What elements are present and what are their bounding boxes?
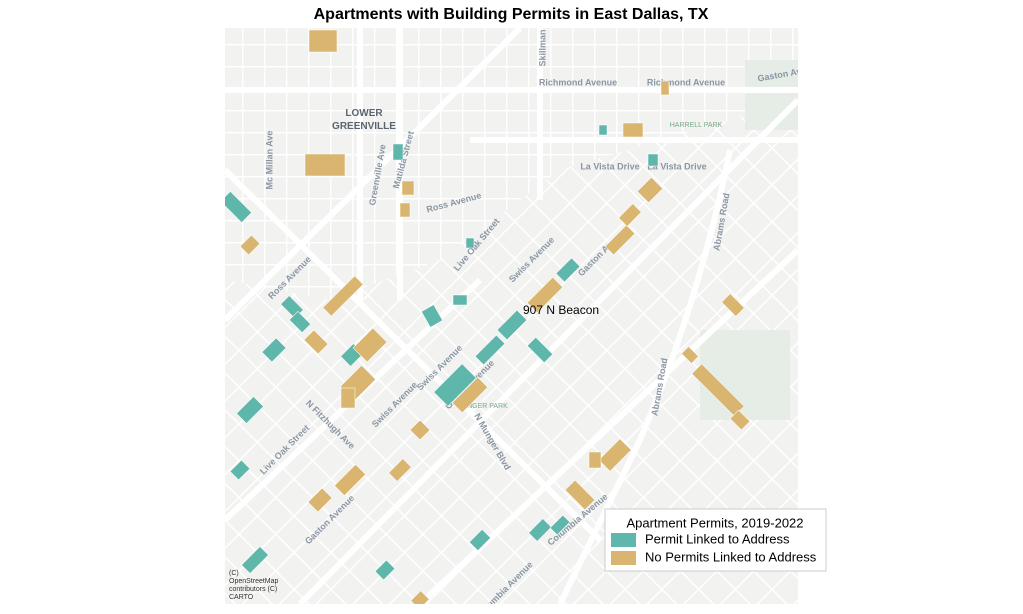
map: Richmond Avenue Richmond Avenue Gaston A… — [225, 28, 798, 604]
parcel — [555, 257, 581, 283]
attribution: (C) OpenStreetMap contributors (C) CARTO — [229, 570, 279, 601]
parcel — [681, 346, 699, 364]
parcel — [334, 464, 366, 496]
street-label: Richmond Avenue — [647, 77, 725, 87]
title: Apartments with Building Permits in East… — [314, 6, 709, 23]
parcel — [410, 590, 430, 604]
parcel — [289, 311, 311, 333]
parcel — [421, 304, 443, 328]
parcel — [622, 122, 644, 138]
parcel — [374, 559, 396, 581]
parcel — [528, 518, 552, 542]
attribution-line: (C) — [229, 570, 239, 577]
parcel — [304, 153, 346, 177]
parcel — [647, 153, 659, 167]
parcel — [340, 387, 356, 409]
street-label: Mc Millan Ave — [264, 131, 274, 190]
parcel — [721, 293, 745, 317]
legend-box — [604, 508, 827, 572]
parcel — [388, 458, 412, 482]
parcel — [229, 459, 251, 481]
street-label: La Vista Drive — [580, 161, 639, 171]
annotation: 907 N Beacon — [523, 303, 599, 317]
parcel — [618, 203, 642, 227]
parcel — [399, 202, 411, 218]
parcel — [261, 337, 287, 363]
legend-label: No Permits Linked to Address — [645, 549, 817, 564]
parcel — [526, 276, 564, 314]
parcel — [474, 334, 506, 366]
parcel — [307, 487, 333, 513]
street-label: La Vista Drive — [647, 161, 706, 171]
legend-swatch — [611, 551, 636, 565]
parcel — [236, 396, 264, 424]
parcel — [729, 409, 751, 431]
parcel — [241, 546, 269, 574]
parcel — [433, 363, 477, 407]
parcel — [598, 438, 632, 472]
parcel — [452, 294, 468, 306]
parcel — [588, 451, 602, 469]
parcel — [225, 191, 252, 223]
district-label: LOWER — [345, 108, 383, 119]
parcel — [392, 143, 404, 161]
park-label: HARRELL PARK — [670, 122, 723, 129]
parcel — [564, 479, 596, 511]
parcel — [604, 224, 636, 256]
parcel — [526, 336, 554, 364]
parcel — [409, 419, 431, 441]
parcel — [308, 29, 338, 53]
parcel — [352, 327, 388, 363]
parcel — [636, 176, 664, 204]
parcel — [660, 80, 670, 96]
district-label: GREENVILLE — [332, 121, 396, 132]
parcel — [469, 529, 491, 551]
legend-title: Apartment Permits, 2019-2022 — [626, 515, 803, 530]
parcel — [303, 329, 329, 355]
parcel — [451, 376, 489, 414]
attribution-line: contributors (C) — [229, 586, 277, 593]
legend: Apartment Permits, 2019-2022 Permit Link… — [604, 508, 827, 572]
parcel — [239, 234, 261, 256]
parcel — [322, 275, 364, 317]
parcel — [549, 514, 571, 536]
parcel — [465, 237, 475, 249]
street-label: Skillman — [537, 29, 547, 66]
legend-label: Permit Linked to Address — [645, 531, 790, 546]
park-label: MUNGER PARK — [456, 403, 508, 410]
parcels — [225, 29, 751, 604]
parcel — [496, 309, 528, 341]
street-label: Richmond Avenue — [539, 77, 617, 87]
attribution-line: CARTO — [229, 594, 254, 601]
parcel — [598, 124, 608, 136]
parcel — [401, 180, 415, 196]
legend-swatch — [611, 533, 636, 547]
attribution-line: OpenStreetMap — [229, 578, 279, 585]
